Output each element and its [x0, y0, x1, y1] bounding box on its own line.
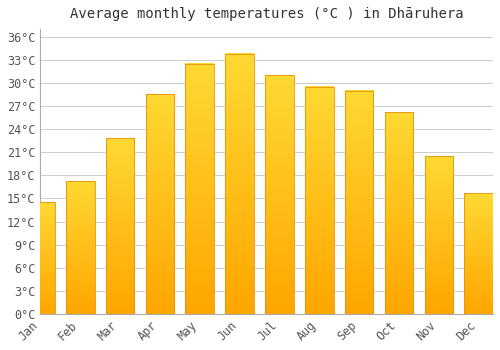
Bar [305, 87, 334, 314]
Bar [424, 156, 453, 314]
Bar [66, 182, 94, 314]
Bar [225, 54, 254, 314]
Bar [26, 202, 54, 314]
Bar [265, 75, 294, 314]
Bar [106, 138, 134, 314]
Bar [146, 94, 174, 314]
Bar [384, 112, 414, 314]
Bar [464, 193, 493, 314]
Bar [186, 64, 214, 314]
Bar [345, 91, 374, 314]
Title: Average monthly temperatures (°C ) in Dhāruhera: Average monthly temperatures (°C ) in Dh… [70, 7, 464, 21]
